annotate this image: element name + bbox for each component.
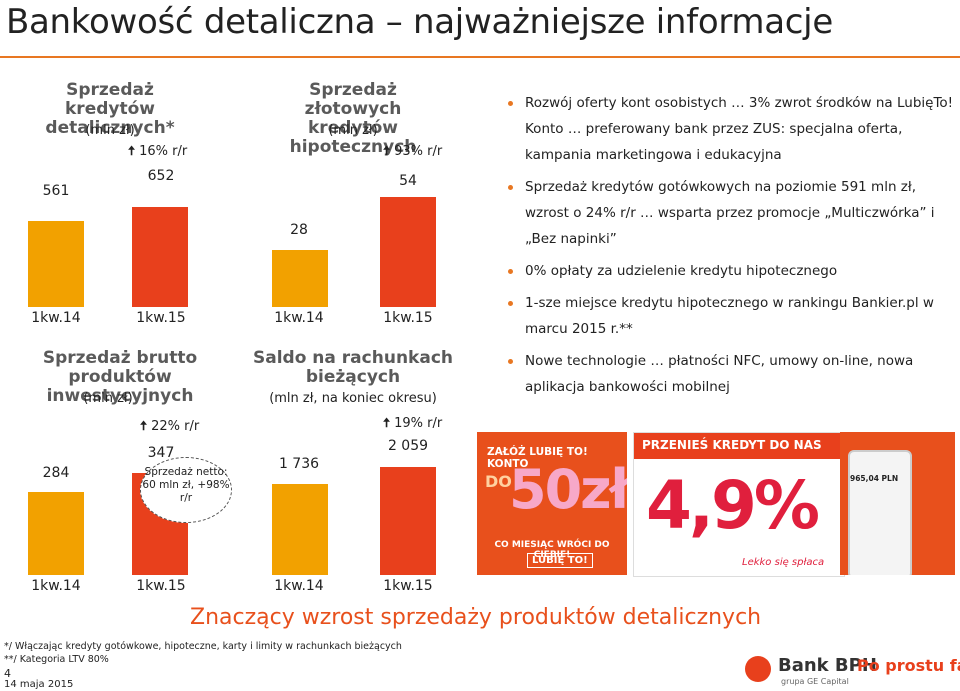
- footnote-2: **/ Kategoria LTV 80%: [4, 654, 109, 665]
- chart3-bar-prev: [28, 491, 84, 575]
- brand-sub: grupa GE Capital: [781, 677, 849, 686]
- phone-icon: [848, 450, 912, 575]
- promo2-header: PRZENIEŚ KREDYT DO NAS: [642, 438, 822, 452]
- bullet-item: Rozwój oferty kont osobistych … 3% zwrot…: [508, 90, 955, 168]
- title-divider: [0, 56, 960, 58]
- chart2-tick-curr: 1kw.15: [383, 310, 433, 326]
- up-arrow-icon: 🠅: [128, 144, 136, 159]
- promo3-amount: 965,04 PLN: [850, 474, 899, 483]
- bullet-item: Sprzedaż kredytów gotówkowych na poziomi…: [508, 174, 955, 252]
- promo1-tagline: CO MIESIĄC WRÓCI DO CIEBIE!: [494, 540, 610, 560]
- chart4-tick-curr: 1kw.15: [383, 578, 433, 594]
- promo1-amount: 50zł: [509, 458, 627, 521]
- chart2-title: Sprzedaż złotowych kredytów hipotecznych: [289, 80, 417, 157]
- up-arrow-icon: 🠅: [140, 419, 148, 434]
- chart1-growth: 🠅 16% r/r: [128, 144, 188, 159]
- bph-logo-icon: [745, 656, 771, 682]
- report-date: 14 maja 2015: [4, 679, 74, 690]
- page-title: Bankowość detaliczna – najważniejsze inf…: [6, 2, 833, 42]
- promo-mobile-app: 965,04 PLN: [840, 432, 955, 575]
- bullet-item: 0% opłaty za udzielenie kredytu hipotecz…: [508, 258, 955, 284]
- bullet-item: Nowe technologie … płatności NFC, umowy …: [508, 348, 955, 400]
- chart1-value-curr: 652: [147, 168, 175, 184]
- chart4-value-curr: 2 059: [387, 438, 429, 454]
- chart4-tick-prev: 1kw.14: [274, 578, 324, 594]
- chart4-growth: 🠅 19% r/r: [383, 416, 443, 431]
- chart1-tick-prev: 1kw.14: [31, 310, 81, 326]
- chart3-growth: 🠅 22% r/r: [140, 419, 200, 434]
- up-arrow-icon: 🠅: [383, 416, 391, 431]
- chart3-title: Sprzedaż brutto produktów inwestycyjnych: [42, 348, 198, 406]
- chart4-subtitle: (mln zł, na koniec okresu): [269, 391, 437, 406]
- chart4-title: Saldo na rachunkach bieżących: [253, 348, 453, 387]
- promo-lubie-to-konto: ZAŁÓŻ LUBIĘ TO! KONTO DO 50zł CO MIESIĄC…: [477, 432, 627, 575]
- chart1-title: Sprzedaż kredytów detalicznych*: [45, 80, 175, 138]
- chart3-tick-curr: 1kw.15: [136, 578, 186, 594]
- summary-headline: Znaczący wzrost sprzedaży produktów deta…: [190, 605, 762, 630]
- chart1-subtitle: (mln zł): [85, 123, 135, 138]
- promo1-header: ZAŁÓŻ LUBIĘ TO! KONTO: [487, 446, 588, 470]
- footnote-1: */ Włączając kredyty gotówkowe, hipotecz…: [4, 641, 402, 652]
- chart2-bar-prev: [272, 249, 328, 307]
- promo2-tagline: Lekko się spłaca: [742, 557, 825, 568]
- brand-slogan: Po prostu fair: [857, 656, 960, 675]
- chart2-value-curr: 54: [399, 173, 417, 189]
- chart3-tick-prev: 1kw.14: [31, 578, 81, 594]
- chart3-value-prev: 284: [42, 465, 70, 481]
- chart1-bar-curr: [132, 207, 188, 307]
- chart2-growth: 🠅 93% r/r: [383, 144, 443, 159]
- page-number: 4: [4, 667, 11, 680]
- chart2-tick-prev: 1kw.14: [274, 310, 324, 326]
- chart4-bar-prev: [272, 483, 328, 575]
- chart1-tick-curr: 1kw.15: [136, 310, 186, 326]
- chart4-bar-curr: [380, 467, 436, 575]
- highlights-list: Rozwój oferty kont osobistych … 3% zwrot…: [505, 90, 955, 406]
- promo-przenies-kredyt: PRZENIEŚ KREDYT DO NAS 4,9% Lekko się sp…: [633, 432, 845, 577]
- bullet-item: 1-sze miejsce kredytu hipotecznego w ran…: [508, 290, 955, 342]
- chart2-subtitle: (mln zł): [328, 123, 378, 138]
- lubie-to-logo: LUBIĘ TO!: [527, 553, 593, 568]
- chart4-value-prev: 1 736: [278, 456, 320, 472]
- chart3-annotation-bubble: Sprzedaż netto: 60 mln zł, +98% r/r: [140, 457, 232, 523]
- chart1-bar-prev: [28, 220, 84, 307]
- chart3-subtitle: (mln zł): [83, 391, 133, 406]
- chart3-value-curr: 347: [147, 445, 175, 461]
- promo1-do: DO: [485, 472, 512, 491]
- brand-name: Bank BPH: [778, 655, 877, 676]
- up-arrow-icon: 🠅: [383, 144, 391, 159]
- chart2-bar-curr: [380, 197, 436, 307]
- promo2-rate: 4,9%: [646, 467, 820, 544]
- chart2-value-prev: 28: [290, 222, 308, 238]
- chart1-value-prev: 561: [42, 183, 70, 199]
